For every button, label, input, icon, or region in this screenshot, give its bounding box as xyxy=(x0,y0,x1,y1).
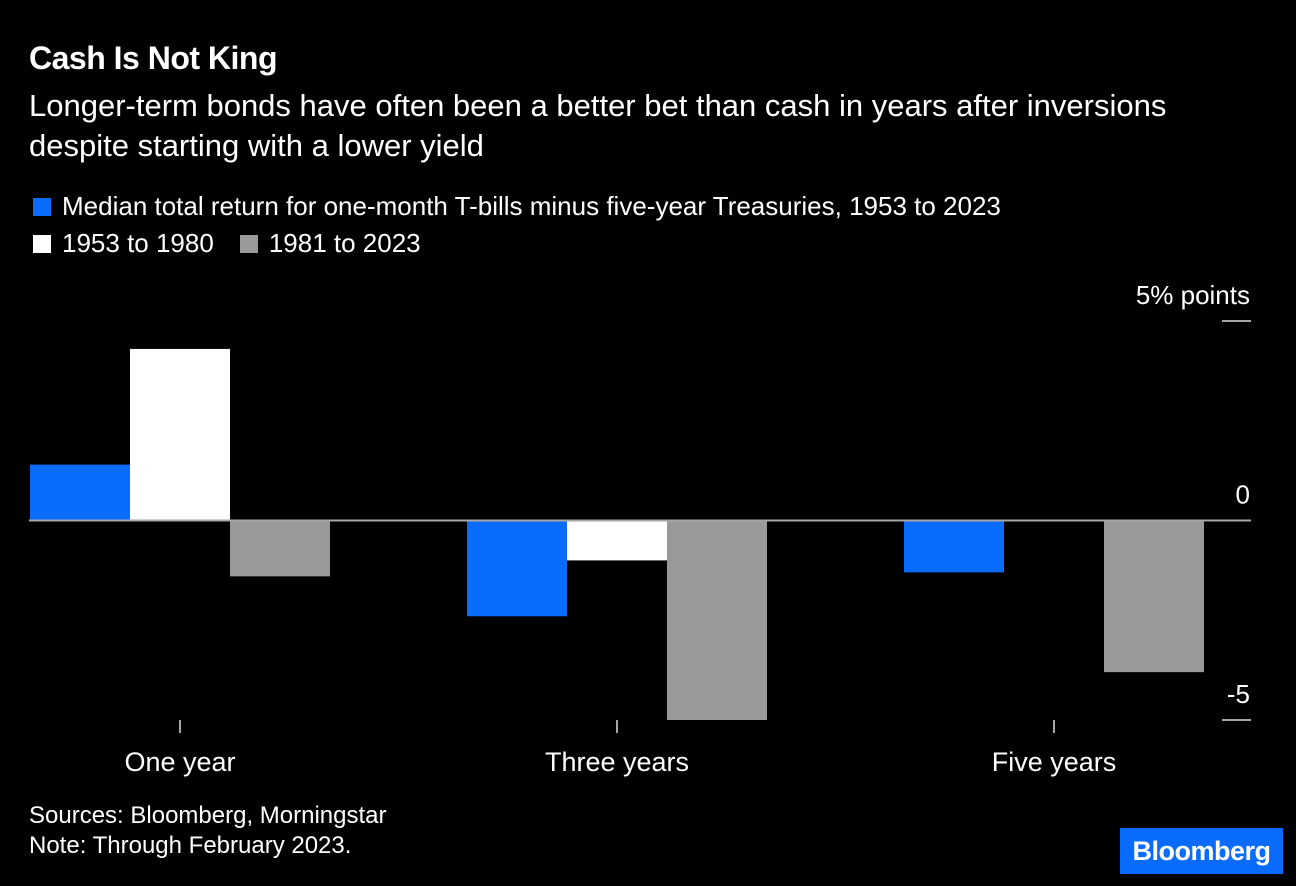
bar-1-1 xyxy=(567,520,667,561)
legend-swatch-white xyxy=(33,234,51,253)
bar-0-2 xyxy=(230,520,330,577)
legend-row-1: Median total return for one-month T-bill… xyxy=(33,191,1027,222)
footer-note: Note: Through February 2023. xyxy=(29,832,352,859)
x-tick-label-0: One year xyxy=(124,747,235,777)
y-tick-label-0: 5% points xyxy=(1136,280,1250,310)
y-tick-label-2: -5 xyxy=(1227,679,1250,709)
legend-row-2: 1953 to 1980 1981 to 2023 xyxy=(33,228,447,259)
legend-item-median: Median total return for one-month T-bill… xyxy=(33,191,1001,222)
x-tick-label-2: Five years xyxy=(992,747,1117,777)
bar-1-2 xyxy=(667,520,767,720)
bar-0-0 xyxy=(30,464,130,521)
bar-1-0 xyxy=(467,520,567,617)
chart-subtitle: Longer-term bonds have often been a bett… xyxy=(29,88,1167,163)
bar-2-0 xyxy=(904,520,1004,573)
y-tick-label-1: 0 xyxy=(1236,480,1250,510)
footer-sources: Sources: Bloomberg, Morningstar xyxy=(29,802,387,829)
legend-swatch-gray xyxy=(239,234,258,253)
legend-item-1981-2023: 1981 to 2023 xyxy=(239,228,421,259)
chart-title: Cash Is Not King xyxy=(29,40,278,76)
legend-swatch-blue xyxy=(33,197,51,216)
bloomberg-logo: Bloomberg xyxy=(1120,828,1283,874)
legend-label-median: Median total return for one-month T-bill… xyxy=(62,191,1001,221)
legend-item-1953-1980: 1953 to 1980 xyxy=(33,228,214,259)
bar-0-1 xyxy=(130,348,230,521)
legend-label-1953-1980: 1953 to 1980 xyxy=(62,228,214,258)
legend-label-1981-2023: 1981 to 2023 xyxy=(268,228,421,258)
x-tick-label-1: Three years xyxy=(545,747,689,777)
bar-2-2 xyxy=(1104,520,1204,673)
